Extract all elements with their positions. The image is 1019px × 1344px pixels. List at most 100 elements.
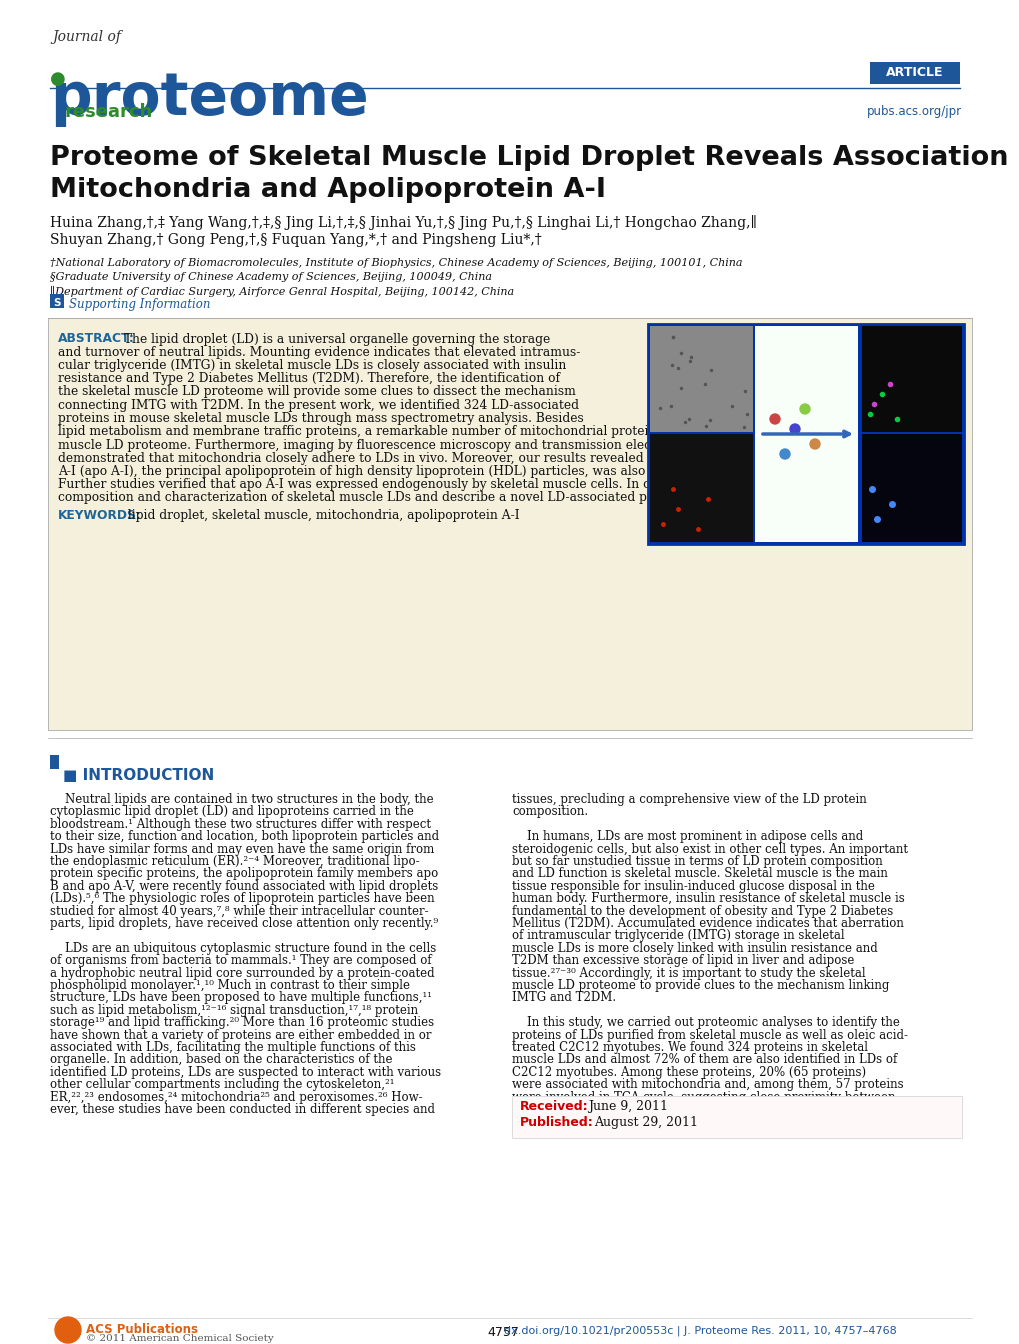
- Text: pubs.acs.org/jpr: pubs.acs.org/jpr: [866, 105, 961, 118]
- Text: ARTICLE: ARTICLE: [886, 66, 943, 79]
- Text: dx.doi.org/10.1021/pr200553c | J. Proteome Res. 2011, 10, 4757–4768: dx.doi.org/10.1021/pr200553c | J. Proteo…: [503, 1327, 896, 1336]
- Text: to their size, function and location, both lipoprotein particles and: to their size, function and location, bo…: [50, 831, 439, 843]
- Text: research: research: [65, 103, 153, 121]
- Text: cytoplasmic lipid droplet (LD) and lipoproteins carried in the: cytoplasmic lipid droplet (LD) and lipop…: [50, 805, 414, 818]
- Text: parts, lipid droplets, have received close attention only recently.⁹: parts, lipid droplets, have received clo…: [50, 917, 438, 930]
- Text: Mellitus (T2DM). Accumulated evidence indicates that aberration: Mellitus (T2DM). Accumulated evidence in…: [512, 917, 903, 930]
- Text: treated C2C12 myotubes. We found 324 proteins in skeletal: treated C2C12 myotubes. We found 324 pro…: [512, 1042, 867, 1054]
- Text: ●: ●: [50, 70, 65, 87]
- Text: but so far unstudied tissue in terms of LD protein composition: but so far unstudied tissue in terms of …: [512, 855, 881, 868]
- Text: organelle. In addition, based on the characteristics of the: organelle. In addition, based on the cha…: [50, 1054, 392, 1066]
- Text: storage¹⁹ and lipid trafficking.²⁰ More than 16 proteomic studies: storage¹⁹ and lipid trafficking.²⁰ More …: [50, 1016, 434, 1030]
- Text: identified LD proteins, LDs are suspected to interact with various: identified LD proteins, LDs are suspecte…: [50, 1066, 440, 1079]
- Text: lipid metabolism and membrane traffic proteins, a remarkable number of mitochond: lipid metabolism and membrane traffic pr…: [58, 426, 849, 438]
- Bar: [754, 327, 857, 542]
- Text: In this study, we carried out proteomic analyses to identify the: In this study, we carried out proteomic …: [512, 1016, 899, 1030]
- Text: LDs are an ubiquitous cytoplasmic structure found in the cells: LDs are an ubiquitous cytoplasmic struct…: [50, 942, 436, 954]
- Text: fundamental to the development of obesity and Type 2 Diabetes: fundamental to the development of obesit…: [512, 905, 893, 918]
- Text: the skeletal muscle LD proteome will provide some clues to dissect the mechanism: the skeletal muscle LD proteome will pro…: [58, 386, 576, 398]
- Text: bloodstream.¹ Although these two structures differ with respect: bloodstream.¹ Although these two structu…: [50, 817, 431, 831]
- Text: steroidogenic cells, but also exist in other cell types. An important: steroidogenic cells, but also exist in o…: [512, 843, 907, 856]
- Text: ER,²²,²³ endosomes,²⁴ mitochondria²⁵ and peroxisomes.²⁶ How-: ER,²²,²³ endosomes,²⁴ mitochondria²⁵ and…: [50, 1090, 422, 1103]
- Text: Shuyan Zhang,† Gong Peng,†,§ Fuquan Yang,*,† and Pingsheng Liu*,†: Shuyan Zhang,† Gong Peng,†,§ Fuquan Yang…: [50, 233, 541, 247]
- Text: KEYWORDS:: KEYWORDS:: [58, 508, 142, 521]
- Text: ■ INTRODUCTION: ■ INTRODUCTION: [63, 767, 214, 784]
- Text: T2DM than excessive storage of lipid in liver and adipose: T2DM than excessive storage of lipid in …: [512, 954, 854, 968]
- Text: tissue responsible for insulin-induced glucose disposal in the: tissue responsible for insulin-induced g…: [512, 880, 874, 892]
- Text: Further studies verified that apo A-I was expressed endogenously by skeletal mus: Further studies verified that apo A-I wa…: [58, 478, 851, 491]
- Bar: [512, 1097, 961, 1138]
- Text: August 29, 2011: August 29, 2011: [593, 1117, 697, 1129]
- Bar: [861, 434, 961, 542]
- Text: were associated with mitochondria and, among them, 57 proteins: were associated with mitochondria and, a…: [512, 1078, 903, 1091]
- Text: Received:: Received:: [520, 1101, 588, 1113]
- Text: S: S: [53, 298, 61, 308]
- Text: In humans, LDs are most prominent in adipose cells and: In humans, LDs are most prominent in adi…: [512, 831, 862, 843]
- Text: ACS Publications: ACS Publications: [86, 1322, 198, 1336]
- Text: of intramuscular triglyceride (IMTG) storage in skeletal: of intramuscular triglyceride (IMTG) sto…: [512, 930, 844, 942]
- Text: phospholipid monolayer.¹,¹⁰ Much in contrast to their simple: phospholipid monolayer.¹,¹⁰ Much in cont…: [50, 978, 410, 992]
- Text: June 9, 2011: June 9, 2011: [587, 1101, 667, 1113]
- Text: proteins of LDs purified from skeletal muscle as well as oleic acid-: proteins of LDs purified from skeletal m…: [512, 1028, 907, 1042]
- Text: composition.: composition.: [512, 805, 588, 818]
- Text: LDs have similar forms and may even have the same origin from: LDs have similar forms and may even have…: [50, 843, 434, 856]
- Circle shape: [780, 449, 790, 460]
- Text: muscle LD proteome to provide clues to the mechanism linking: muscle LD proteome to provide clues to t…: [512, 978, 889, 992]
- Text: tissues, precluding a comprehensive view of the LD protein: tissues, precluding a comprehensive view…: [512, 793, 866, 806]
- Text: a hydrophobic neutral lipid core surrounded by a protein-coated: a hydrophobic neutral lipid core surroun…: [50, 966, 434, 980]
- Bar: [861, 327, 961, 431]
- Text: studied for almost 40 years,⁷,⁸ while their intracellular counter-: studied for almost 40 years,⁷,⁸ while th…: [50, 905, 428, 918]
- Text: ACS: ACS: [58, 1324, 78, 1333]
- Text: ∥Department of Cardiac Surgery, Airforce Genral Hospital, Beijing, 100142, China: ∥Department of Cardiac Surgery, Airforce…: [50, 286, 514, 297]
- Text: Journal of: Journal of: [52, 30, 121, 44]
- Text: were involved in TCA cycle, suggesting close proximity between: were involved in TCA cycle, suggesting c…: [512, 1090, 895, 1103]
- Circle shape: [55, 1317, 81, 1343]
- Bar: [50, 294, 64, 308]
- Text: muscle LD proteome. Furthermore, imaging by fluorescence microscopy and transmis: muscle LD proteome. Furthermore, imaging…: [58, 438, 857, 452]
- Text: have shown that a variety of proteins are either embedded in or: have shown that a variety of proteins ar…: [50, 1028, 431, 1042]
- Text: §Graduate University of Chinese Academy of Sciences, Beijing, 100049, China: §Graduate University of Chinese Academy …: [50, 271, 491, 282]
- Text: © 2011 American Chemical Society: © 2011 American Chemical Society: [86, 1335, 273, 1343]
- Text: The lipid droplet (LD) is a universal organelle governing the storage: The lipid droplet (LD) is a universal or…: [120, 332, 549, 345]
- Text: Mitochondria and Apolipoprotein A-I: Mitochondria and Apolipoprotein A-I: [50, 177, 605, 203]
- Text: ever, these studies have been conducted in different species and: ever, these studies have been conducted …: [50, 1103, 434, 1116]
- Text: connecting IMTG with T2DM. In the present work, we identified 324 LD-associated: connecting IMTG with T2DM. In the presen…: [58, 399, 579, 411]
- Text: other cellular compartments including the cytoskeleton,²¹: other cellular compartments including th…: [50, 1078, 394, 1091]
- Text: lipid droplet, skeletal muscle, mitochondria, apolipoprotein A-I: lipid droplet, skeletal muscle, mitochon…: [124, 508, 519, 521]
- Bar: [647, 324, 963, 544]
- Text: 4757: 4757: [487, 1327, 519, 1339]
- Text: structure, LDs have been proposed to have multiple functions,¹¹: structure, LDs have been proposed to hav…: [50, 992, 432, 1004]
- Text: Neutral lipids are contained in two structures in the body, the: Neutral lipids are contained in two stru…: [50, 793, 433, 806]
- Text: †National Laboratory of Biomacromolecules, Institute of Biophysics, Chinese Acad: †National Laboratory of Biomacromolecule…: [50, 258, 742, 267]
- Text: human body. Furthermore, insulin resistance of skeletal muscle is: human body. Furthermore, insulin resista…: [512, 892, 904, 906]
- Bar: [649, 327, 752, 431]
- Text: Supporting Information: Supporting Information: [69, 298, 210, 310]
- Text: and LD function is skeletal muscle. Skeletal muscle is the main: and LD function is skeletal muscle. Skel…: [512, 867, 887, 880]
- Text: Huina Zhang,†,‡ Yang Wang,†,‡,§ Jing Li,†,‡,§ Jinhai Yu,†,§ Jing Pu,†,§ Linghai : Huina Zhang,†,‡ Yang Wang,†,‡,§ Jing Li,…: [50, 215, 756, 230]
- Text: cular triglyceride (IMTG) in skeletal muscle LDs is closely associated with insu: cular triglyceride (IMTG) in skeletal mu…: [58, 359, 566, 372]
- Text: the endoplasmic reticulum (ER).²⁻⁴ Moreover, traditional lipo-: the endoplasmic reticulum (ER).²⁻⁴ Moreo…: [50, 855, 419, 868]
- Text: muscle LDs and almost 72% of them are also identified in LDs of: muscle LDs and almost 72% of them are al…: [512, 1054, 897, 1066]
- Text: proteome: proteome: [50, 70, 369, 126]
- Circle shape: [790, 423, 799, 434]
- Text: associated with LDs, facilitating the multiple functions of this: associated with LDs, facilitating the mu…: [50, 1042, 416, 1054]
- Text: demonstrated that mitochondria closely adhere to LDs in vivo. Moreover, our resu: demonstrated that mitochondria closely a…: [58, 452, 873, 465]
- Text: B and apo A-V, were recently found associated with lipid droplets: B and apo A-V, were recently found assoc…: [50, 880, 438, 892]
- Text: of organisms from bacteria to mammals.¹ They are composed of: of organisms from bacteria to mammals.¹ …: [50, 954, 431, 968]
- Bar: [48, 319, 971, 730]
- Text: tissue.²⁷⁻³⁰ Accordingly, it is important to study the skeletal: tissue.²⁷⁻³⁰ Accordingly, it is importan…: [512, 966, 865, 980]
- Text: A-I (apo A-I), the principal apolipoprotein of high density lipoprotein (HDL) pa: A-I (apo A-I), the principal apolipoprot…: [58, 465, 854, 478]
- Bar: [50, 755, 59, 769]
- Circle shape: [799, 405, 809, 414]
- Text: proteins in mouse skeletal muscle LDs through mass spectrometry analysis. Beside: proteins in mouse skeletal muscle LDs th…: [58, 411, 583, 425]
- Text: muscle LDs is more closely linked with insulin resistance and: muscle LDs is more closely linked with i…: [512, 942, 877, 954]
- Circle shape: [769, 414, 780, 423]
- Text: composition and characterization of skeletal muscle LDs and describe a novel LD-: composition and characterization of skel…: [58, 492, 740, 504]
- Text: IMTG and T2DM.: IMTG and T2DM.: [512, 992, 615, 1004]
- Text: such as lipid metabolism,¹²⁻¹⁶ signal transduction,¹⁷,¹⁸ protein: such as lipid metabolism,¹²⁻¹⁶ signal tr…: [50, 1004, 418, 1017]
- Text: Proteome of Skeletal Muscle Lipid Droplet Reveals Association with: Proteome of Skeletal Muscle Lipid Drople…: [50, 145, 1019, 171]
- Text: (LDs).⁵,⁶ The physiologic roles of lipoprotein particles have been: (LDs).⁵,⁶ The physiologic roles of lipop…: [50, 892, 434, 906]
- Text: Published:: Published:: [520, 1117, 593, 1129]
- Text: resistance and Type 2 Diabetes Mellitus (T2DM). Therefore, the identification of: resistance and Type 2 Diabetes Mellitus …: [58, 372, 559, 386]
- Text: C2C12 myotubes. Among these proteins, 20% (65 proteins): C2C12 myotubes. Among these proteins, 20…: [512, 1066, 865, 1079]
